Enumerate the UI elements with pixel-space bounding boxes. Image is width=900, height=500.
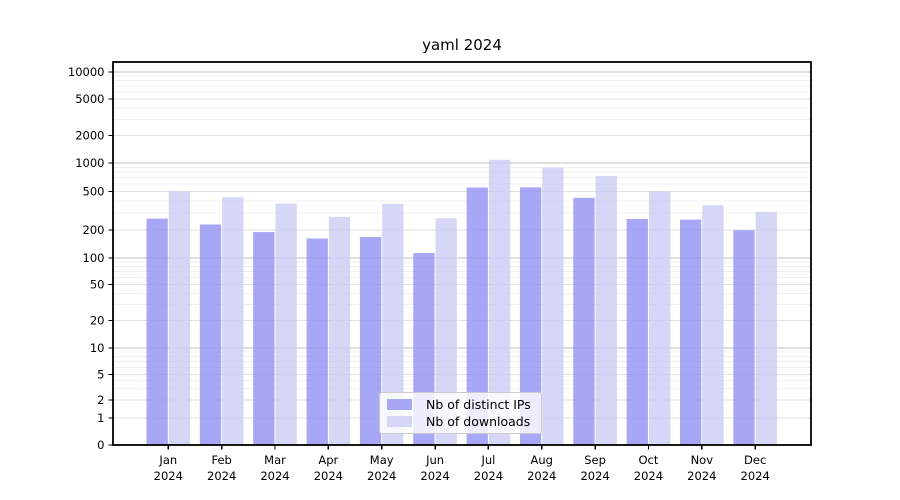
- x-tick-label-month: Nov: [691, 453, 714, 467]
- bar-nb-of-downloads-apr-2024: [328, 216, 351, 445]
- legend-label-downloads: Nb of downloads: [426, 414, 531, 430]
- x-tick-label-month: Apr: [318, 453, 338, 467]
- bar-nb-of-distinct-ips-jan-2024: [146, 218, 168, 445]
- bar-nb-of-downloads-aug-2024: [542, 167, 564, 445]
- y-tick-label: 1: [97, 411, 104, 425]
- bar-nb-of-distinct-ips-nov-2024: [680, 219, 702, 445]
- bar-nb-of-downloads-sep-2024: [595, 175, 617, 446]
- legend-label-distinct-ips: Nb of distinct IPs: [426, 396, 531, 412]
- x-tick-label-year: 2024: [527, 469, 556, 483]
- x-tick-label-year: 2024: [741, 469, 770, 483]
- y-tick-label: 0: [97, 438, 104, 452]
- y-tick-label: 100: [83, 251, 105, 265]
- bar-nb-of-distinct-ips-apr-2024: [306, 238, 328, 445]
- y-tick-label: 2000: [75, 129, 104, 143]
- y-tick-label: 50: [90, 278, 105, 292]
- legend-swatch-downloads: [387, 416, 412, 428]
- y-tick-label: 10000: [68, 65, 105, 79]
- y-tick-label: 5: [97, 368, 104, 382]
- y-tick-label: 2: [97, 393, 104, 407]
- bar-nb-of-distinct-ips-aug-2024: [519, 187, 542, 445]
- y-tick-label: 1000: [75, 156, 104, 170]
- bar-nb-of-downloads-mar-2024: [275, 203, 297, 445]
- x-tick-label-year: 2024: [154, 469, 183, 483]
- bar-nb-of-downloads-jul-2024: [488, 159, 511, 446]
- x-tick-label-year: 2024: [474, 469, 503, 483]
- bar-nb-of-downloads-dec-2024: [755, 211, 777, 445]
- x-tick-label-year: 2024: [420, 469, 449, 483]
- x-tick-label-month: Feb: [211, 453, 231, 467]
- x-tick-label-month: Sep: [584, 453, 606, 467]
- bar-nb-of-distinct-ips-may-2024: [359, 237, 382, 445]
- bar-nb-of-distinct-ips-jul-2024: [466, 187, 488, 445]
- axes-spines: [112, 61, 812, 446]
- x-tick-label-month: Jun: [425, 453, 444, 467]
- x-tick-label-month: May: [370, 453, 394, 467]
- legend-swatch-distinct-ips: [387, 398, 412, 410]
- chart-title: yaml 2024: [422, 36, 502, 54]
- x-tick-label-month: Mar: [264, 453, 286, 467]
- bar-nb-of-distinct-ips-mar-2024: [253, 232, 275, 445]
- bar-nb-of-distinct-ips-oct-2024: [626, 218, 648, 445]
- y-tick-label: 10: [90, 341, 105, 355]
- x-tick-label-month: Dec: [744, 453, 766, 467]
- x-tick-label-month: Oct: [639, 453, 659, 467]
- y-tick-label: 20: [90, 314, 105, 328]
- x-tick-label-year: 2024: [314, 469, 343, 483]
- bar-nb-of-downloads-jan-2024: [168, 191, 191, 445]
- bar-nb-of-downloads-oct-2024: [648, 191, 671, 445]
- bar-nb-of-distinct-ips-sep-2024: [573, 197, 595, 445]
- y-tick-label: 200: [83, 223, 105, 237]
- legend-row-distinct-ips: Nb of distinct IPs: [387, 396, 534, 413]
- bar-nb-of-downloads-may-2024: [382, 203, 404, 445]
- x-tick-label-year: 2024: [687, 469, 716, 483]
- x-tick-label-year: 2024: [634, 469, 663, 483]
- legend-row-downloads: Nb of downloads: [387, 413, 534, 430]
- y-tick-label: 500: [83, 185, 105, 199]
- bar-nb-of-downloads-jun-2024: [435, 218, 457, 445]
- chart-legend: Nb of distinct IPs Nb of downloads: [379, 392, 542, 434]
- y-tick-label: 5000: [75, 92, 104, 106]
- x-tick-label-month: Jan: [158, 453, 177, 467]
- bar-nb-of-distinct-ips-dec-2024: [733, 230, 755, 445]
- x-tick-label-year: 2024: [367, 469, 396, 483]
- x-tick-label-month: Jul: [480, 453, 495, 467]
- x-tick-label-year: 2024: [580, 469, 609, 483]
- x-tick-label-year: 2024: [260, 469, 289, 483]
- x-tick-label-month: Aug: [531, 453, 553, 467]
- bar-nb-of-distinct-ips-feb-2024: [199, 224, 222, 445]
- bar-nb-of-downloads-nov-2024: [702, 205, 724, 445]
- bar-nb-of-downloads-feb-2024: [222, 197, 244, 445]
- x-tick-label-year: 2024: [207, 469, 236, 483]
